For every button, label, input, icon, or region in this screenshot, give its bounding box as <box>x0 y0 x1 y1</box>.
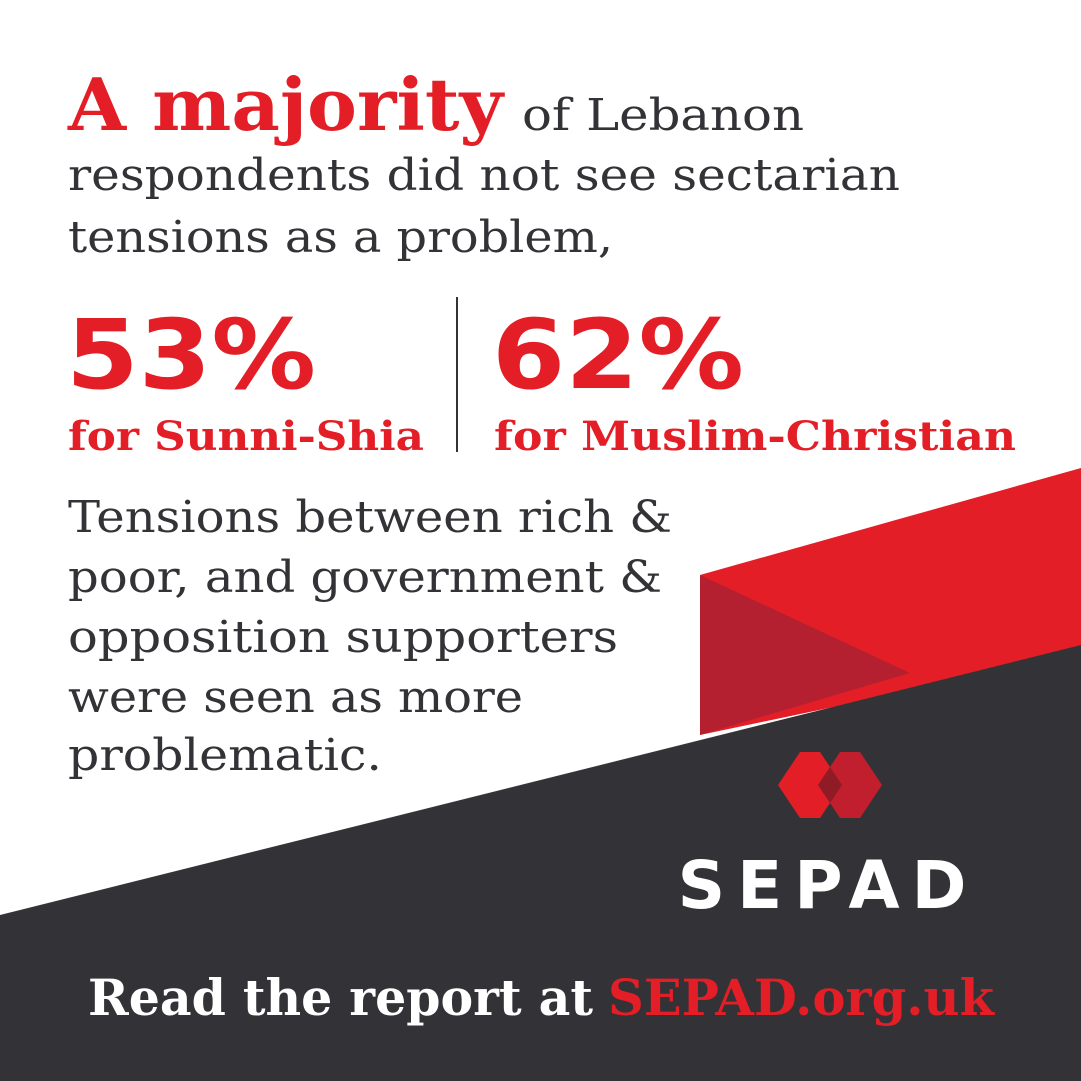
logo-mark <box>778 752 882 818</box>
headline-line: tensions as a problem, <box>68 212 613 263</box>
body-line: Tensions between rich & <box>68 492 672 543</box>
footer-link[interactable]: SEPAD.org.uk <box>608 968 995 1027</box>
stat-label: for Sunni-Shia <box>68 413 424 460</box>
logo-text: SEPAD <box>678 847 979 924</box>
headline-emphasis: A majority <box>67 62 505 147</box>
stat-label: for Muslim-Christian <box>494 413 1016 460</box>
body-line: opposition supporters <box>68 612 618 663</box>
stat-figure: 62% <box>492 299 744 411</box>
red-shade <box>700 575 910 735</box>
body-line: poor, and government & <box>68 552 662 603</box>
body-line: were seen as more <box>68 672 523 723</box>
headline-line: respondents did not see sectarian <box>68 150 900 201</box>
stat-figure: 53% <box>66 299 316 411</box>
body-line: problematic. <box>68 730 382 781</box>
headline-line: of Lebanon <box>522 90 804 141</box>
footer-text: Read the report at <box>88 968 593 1027</box>
